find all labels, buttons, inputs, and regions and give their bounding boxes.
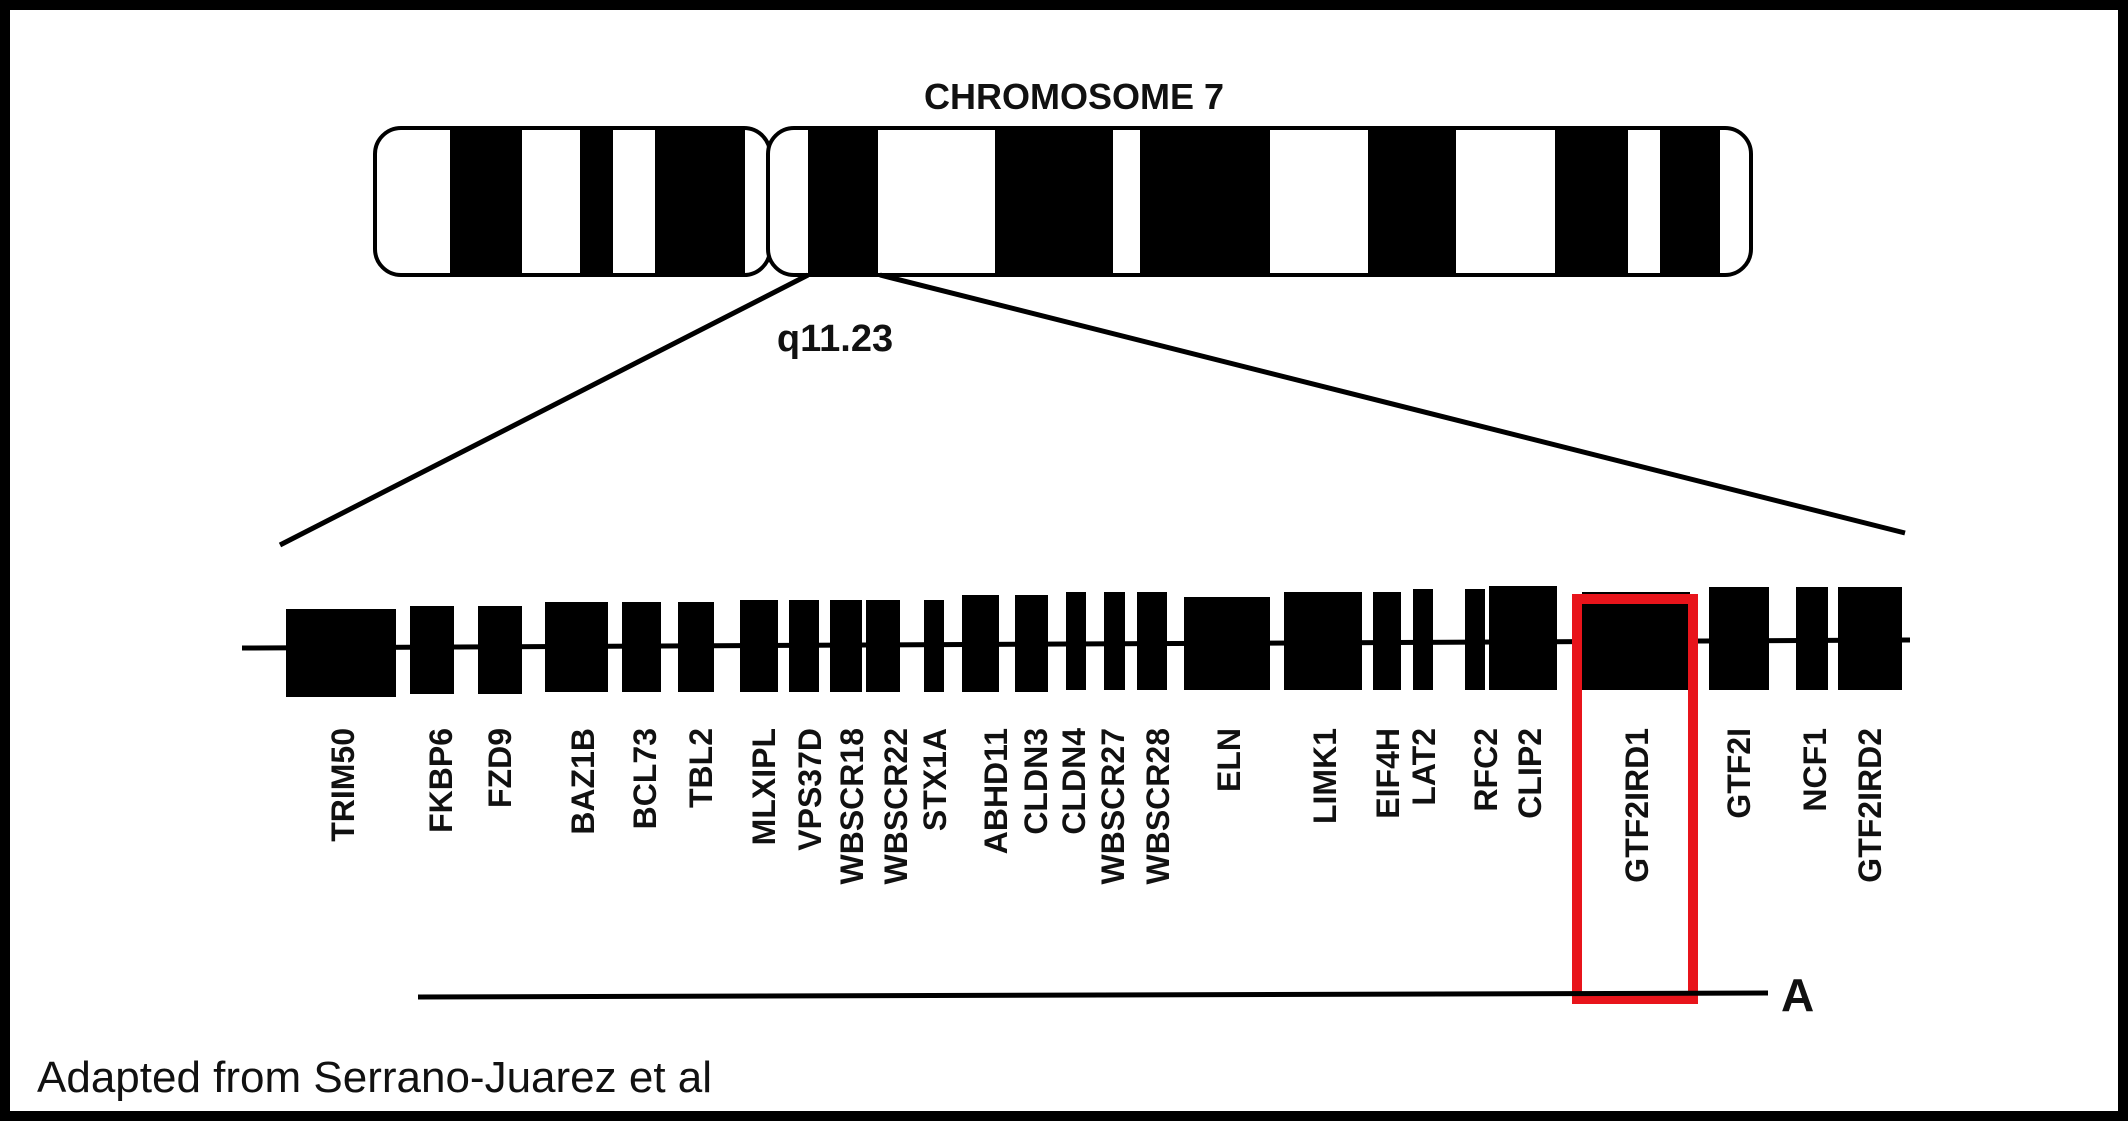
gene-label-wbscr27: WBSCR27 [1095, 728, 1131, 884]
q-band-5 [1555, 128, 1628, 275]
gene-block-abhd11 [962, 595, 999, 692]
gene-label-fzd9: FZD9 [482, 728, 518, 808]
band-label: q11.23 [777, 318, 893, 360]
gene-block-wbscr18 [830, 600, 862, 692]
p-arm [375, 128, 770, 275]
gene-label-trim50: TRIM50 [325, 728, 361, 842]
gene-block-eln [1184, 597, 1270, 690]
gene-block-fkbp6 [410, 606, 454, 694]
deletion-region-line [417, 990, 1769, 1000]
gene-block-rfc2 [1465, 589, 1485, 690]
gene-block-stx1a [924, 600, 944, 692]
gene-block-fzd9 [478, 606, 522, 694]
q-band-2 [995, 128, 1113, 275]
gene-label-bcl73: BCL73 [627, 728, 663, 829]
q-arm [768, 128, 1751, 275]
gene-label-limk1: LIMK1 [1307, 728, 1343, 824]
gene-label-gtf2ird2: GTF2IRD2 [1852, 728, 1888, 883]
gene-block-cldn3 [1015, 595, 1048, 692]
gene-block-gtf2ird1 [1582, 592, 1690, 690]
gene-label-cldn4: CLDN4 [1056, 728, 1092, 835]
gene-label-clip2: CLIP2 [1512, 728, 1548, 819]
gene-block-wbscr27 [1104, 592, 1125, 690]
gene-label-eln: ELN [1211, 728, 1247, 792]
source-caption: Adapted from Serrano-Juarez et al [37, 1053, 712, 1102]
gene-label-fkbp6: FKBP6 [423, 728, 459, 833]
gene-label-ncf1: NCF1 [1797, 728, 1833, 812]
gene-block-wbscr28 [1137, 592, 1167, 690]
gene-block-cldn4 [1066, 592, 1086, 690]
gene-block-baz1b [545, 602, 608, 692]
gtf2ird1-highlight-box [1572, 594, 1698, 1004]
gene-block-gtf2ird2 [1838, 587, 1902, 690]
gene-label-rfc2: RFC2 [1468, 728, 1504, 812]
chromosome-title: CHROMOSOME 7 [924, 76, 1224, 117]
zoom-line-left [278, 272, 810, 548]
gene-label-cldn3: CLDN3 [1018, 728, 1054, 835]
gene-label-mlxipl: MLXIPL [746, 728, 782, 845]
gene-label-eif4h: EIF4H [1370, 728, 1406, 819]
gene-label-wbscr18: WBSCR18 [834, 728, 870, 884]
gene-block-clip2 [1489, 586, 1557, 690]
gene-label-vps37d: VPS37D [792, 728, 828, 851]
p-band-1 [450, 128, 522, 275]
q-band-6 [1660, 128, 1720, 275]
gene-label-tbl2: TBL2 [683, 728, 719, 808]
gene-block-wbscr22 [866, 600, 900, 692]
p-band-2 [580, 128, 613, 275]
zoom-line-right [879, 272, 1906, 536]
gene-block-lat2 [1413, 589, 1433, 690]
gene-block-bcl73 [622, 602, 661, 692]
gene-block-tbl2 [678, 602, 714, 692]
gene-label-wbscr22: WBSCR22 [878, 728, 914, 884]
gene-block-trim50 [286, 609, 396, 697]
gene-label-wbscr28: WBSCR28 [1140, 728, 1176, 884]
gene-block-eif4h [1373, 592, 1401, 690]
gene-label-gtf2ird1: GTF2IRD1 [1619, 728, 1655, 883]
q-arm-outline [766, 126, 1753, 277]
gene-label-abhd11: ABHD11 [978, 728, 1014, 854]
chromosome-ideogram [373, 126, 1753, 277]
gene-block-vps37d [789, 600, 819, 692]
gene-label-baz1b: BAZ1B [565, 728, 601, 835]
gene-label-stx1a: STX1A [917, 728, 953, 831]
gene-block-mlxipl [740, 600, 778, 692]
panel-letter: A [1781, 969, 1814, 1021]
q-band-4 [1368, 128, 1456, 275]
gene-block-gtf2i [1709, 587, 1769, 690]
p-band-3 [655, 128, 745, 275]
gene-block-limk1 [1284, 592, 1362, 690]
q-band-3 [1140, 128, 1270, 275]
gene-label-lat2: LAT2 [1406, 728, 1442, 806]
gene-label-gtf2i: GTF2I [1721, 728, 1757, 819]
gene-track: TRIM50 FKBP6 FZD9 BAZ1B BCL73 TBL2 MLXIPL VPS37… [286, 586, 1902, 884]
q-band-q11-23 [808, 128, 878, 275]
gene-block-ncf1 [1796, 587, 1828, 690]
